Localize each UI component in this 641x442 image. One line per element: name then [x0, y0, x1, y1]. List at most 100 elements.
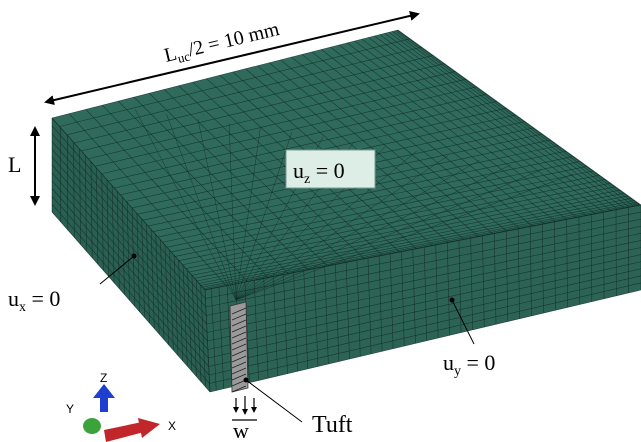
top-radial-line — [235, 155, 449, 301]
top-radial-line — [235, 169, 543, 301]
top-mesh-line — [133, 96, 309, 271]
top-mesh-line — [162, 156, 574, 243]
top-radial-line — [235, 150, 417, 301]
left-mesh-line — [51, 172, 209, 350]
tuft-hatch-line — [231, 337, 247, 345]
top-mesh-line — [188, 186, 616, 273]
top-mesh-line — [157, 150, 567, 238]
tuft-hatch-line — [231, 343, 247, 351]
y-axis-arrow — [83, 418, 101, 434]
left-mesh-line — [51, 180, 209, 359]
top-mesh-line — [171, 165, 588, 253]
top-mesh-line — [388, 32, 630, 208]
top-radial-line — [235, 132, 292, 301]
bc-left-label: ux = 0 — [8, 286, 60, 315]
top-mesh-line — [396, 29, 641, 206]
z-axis-label: Z — [100, 371, 107, 385]
top-mesh-line — [149, 93, 328, 267]
axis-triad: Z Y X — [66, 371, 176, 442]
right-mesh-line — [209, 275, 641, 376]
top-mesh-line — [194, 192, 625, 279]
top-radial-line — [235, 173, 574, 301]
top-mesh-line — [102, 105, 269, 278]
x-axis-label: X — [168, 419, 176, 433]
top-mesh-line — [203, 203, 640, 289]
top-mesh-line — [392, 31, 635, 207]
top-mesh-line — [182, 179, 606, 266]
right-mesh-line — [207, 240, 641, 333]
bc-right-leader — [451, 299, 475, 345]
y-axis-label: Y — [66, 402, 74, 416]
tuft-hatch-line — [231, 349, 247, 357]
tuft — [229, 301, 249, 393]
left-mesh-line — [51, 188, 209, 367]
height-dimension-label: L — [8, 152, 21, 177]
tuft-hatch-line — [231, 319, 247, 327]
top-mesh-line — [199, 197, 632, 284]
right-mesh-line — [206, 225, 641, 316]
right-face — [205, 205, 641, 392]
right-mesh-line — [209, 282, 641, 384]
left-mesh-line — [51, 149, 207, 325]
right-mesh-line — [208, 261, 641, 359]
tuft-label: Tuft — [312, 412, 353, 438]
tuft-hatch-line — [231, 361, 247, 369]
top-radial-line — [235, 164, 511, 301]
tuft-hatch-line — [231, 367, 247, 375]
top-radial-line — [197, 118, 237, 301]
left-mesh-line — [51, 125, 206, 299]
top-mesh-line — [395, 30, 638, 206]
bc-left-point — [131, 253, 137, 259]
tuft-hatch-line — [231, 313, 247, 321]
bc-right-label: uy = 0 — [443, 350, 495, 379]
tuft-point — [243, 377, 249, 383]
left-mesh-line — [51, 117, 206, 291]
top-mesh-line — [204, 204, 641, 290]
top-mesh-line — [200, 200, 635, 286]
bc-left-leader — [99, 255, 135, 285]
top-mesh-line — [202, 201, 638, 288]
bc-right-point — [449, 297, 455, 303]
top-mesh-line — [107, 93, 488, 182]
top-mesh-line — [114, 100, 497, 189]
load-arrows — [233, 396, 257, 415]
tuft-hatch-line — [231, 379, 247, 387]
left-mesh-line — [51, 141, 207, 316]
left-mesh-line — [51, 164, 208, 342]
top-mesh-line — [178, 85, 365, 260]
right-mesh-line — [206, 233, 641, 325]
bc-top-label: uz = 0 — [293, 158, 345, 187]
load-label: w — [233, 418, 249, 442]
right-mesh-line — [205, 211, 641, 299]
top-mesh-line — [118, 100, 289, 274]
top-mesh-line — [166, 161, 581, 248]
uz-label-box — [285, 149, 376, 189]
tuft-hatch — [231, 307, 247, 393]
top-radial-line — [134, 109, 237, 301]
top-mesh-line — [178, 174, 600, 262]
left-mesh-line — [51, 203, 210, 384]
x-axis-head — [138, 418, 160, 438]
left-mesh-line — [51, 211, 211, 393]
top-mesh-line — [175, 170, 594, 257]
z-axis-arrow — [100, 396, 108, 412]
x-axis-arrow — [104, 422, 144, 442]
tuft-hatch-line — [231, 307, 247, 315]
top-mesh-line — [153, 145, 559, 232]
top-mesh-line — [185, 182, 611, 269]
left-mesh-line — [51, 133, 207, 308]
left-mesh-line — [51, 196, 210, 376]
right-face-mesh-lines — [204, 204, 641, 393]
right-mesh-line — [205, 218, 641, 308]
tuft-hatch-line — [231, 385, 247, 393]
top-mesh-line — [384, 33, 625, 209]
right-mesh-line — [204, 204, 641, 291]
tuft-hatch-line — [231, 325, 247, 333]
tuft-hatch-line — [231, 355, 247, 363]
z-axis-head — [93, 384, 115, 398]
right-mesh-line — [207, 254, 641, 350]
left-mesh-line — [51, 156, 208, 333]
mesh-block — [51, 29, 641, 393]
